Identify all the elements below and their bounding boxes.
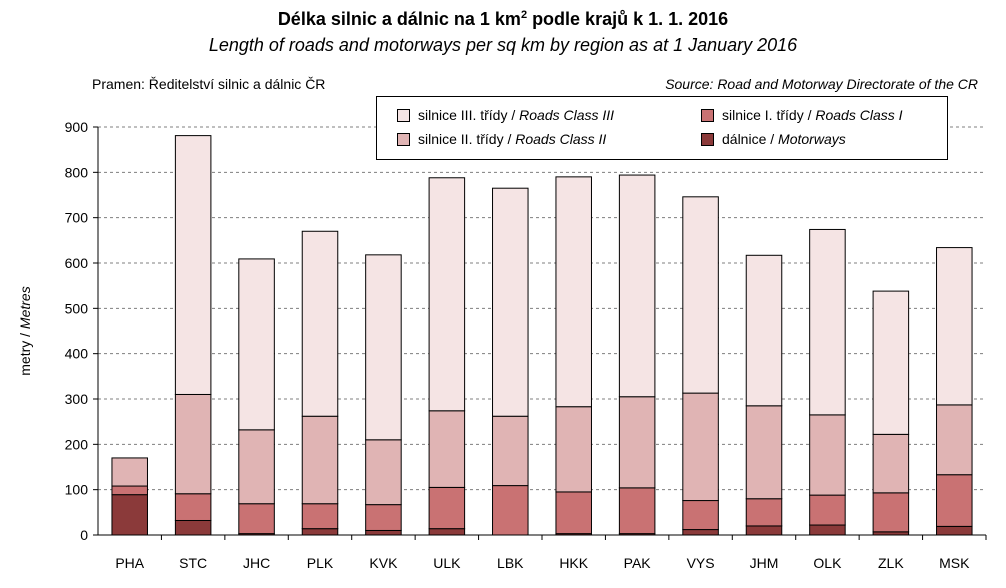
bar-JHM-series-1 [745,498,783,527]
bar-LBK-series-1 [492,485,529,536]
bar-PHA-series-1 [111,485,148,496]
bar-OLK-series-0 [809,524,846,536]
bar-HKK-series-3 [555,176,592,408]
bar-STC-series-3 [174,135,212,395]
bar-PLK-series-2 [301,415,339,505]
y-tick-label-400: 400 [65,346,89,362]
bar-LBK-series-3 [492,187,529,417]
chart-title: Délka silnic a dálnic na 1 km2 podle kra… [277,9,729,29]
y-tick-label-500: 500 [65,300,89,316]
x-tick-label-STC: STC [179,555,207,571]
y-tick-label-300: 300 [65,391,89,407]
bar-PHA-series-2 [111,457,148,487]
bar-OLK-series-3 [809,228,846,416]
bar-MSK-series-0 [936,525,973,536]
source-en: Source: Road and Motorway Directorate of… [665,76,978,92]
y-tick-label-0: 0 [80,527,88,543]
bar-KVK-series-3 [365,254,402,441]
bar-STC-series-0 [174,519,212,536]
bar-ULK-series-2 [428,410,466,488]
x-tick-label-KVK: KVK [369,555,398,571]
x-tick-label-OLK: OLK [813,555,842,571]
legend-label-class1-en: Roads Class I [815,107,903,123]
x-tick-label-JHC: JHC [243,555,270,571]
bar-OLK-series-2 [809,414,846,496]
bar-JHC-series-1 [238,503,275,535]
bar-PAK-series-2 [618,396,656,489]
bar-MSK-series-3 [936,247,973,406]
bar-ULK-series-1 [428,486,466,530]
bar-KVK-series-1 [365,504,402,531]
bar-ULK-series-3 [428,177,466,412]
x-tick-label-PLK: PLK [307,555,334,571]
legend-item-class3: silnice III. třídy / Roads Class III [397,107,614,123]
y-tick-label-800: 800 [65,164,89,180]
legend-swatch-class2 [397,132,410,146]
bar-ZLK-series-3 [872,290,910,435]
bar-MSK-series-2 [936,404,973,476]
bar-OLK-series-1 [809,494,846,526]
legend-label-class1-cz: silnice I. třídy / [722,107,812,123]
x-tick-label-VYS: VYS [687,555,715,571]
legend-label-class3-en: Roads Class III [519,107,615,123]
x-tick-label-HKK: HKK [559,555,588,571]
bar-PLK-series-1 [301,503,339,530]
source-cz: Pramen: Ředitelství silnic a dálnic ČR [92,76,326,92]
bar-HKK-series-1 [555,491,592,535]
x-tick-label-MSK: MSK [939,555,970,571]
y-tick-label-700: 700 [65,210,89,226]
bar-PAK-series-1 [618,487,656,535]
legend-label-class3-cz: silnice III. třídy / [418,107,516,123]
chart-subtitle: Length of roads and motorways per sq km … [208,35,798,55]
legend: silnice III. třídy / Roads Class III sil… [376,96,948,160]
bar-STC-series-2 [174,393,212,495]
bar-HKK-series-2 [555,406,592,493]
bar-ULK-series-0 [428,528,466,536]
x-tick-label-ZLK: ZLK [878,555,904,571]
bar-ZLK-series-1 [872,492,910,533]
x-tick-label-PHA: PHA [115,555,144,571]
bar-VYS-series-1 [682,500,719,531]
bar-JHM-series-0 [745,525,783,536]
bar-PAK-series-3 [618,174,656,398]
legend-swatch-motorways [701,132,714,146]
legend-item-class2: silnice II. třídy / Roads Class II [397,131,606,147]
bar-KVK-series-2 [365,439,402,506]
legend-swatch-class1 [701,108,714,122]
bar-PLK-series-3 [301,230,339,417]
y-axis-label: metry / Metres [17,286,33,375]
y-tick-label-100: 100 [65,482,89,498]
bar-JHC-series-3 [238,258,275,431]
legend-label-class2-cz: silnice II. třídy / [418,131,512,147]
bar-KVK-series-0 [365,529,402,536]
x-tick-label-JHM: JHM [750,555,779,571]
bar-JHC-series-2 [238,429,275,505]
bar-MSK-series-1 [936,474,973,527]
legend-label-motorways-cz: dálnice / [722,131,775,147]
y-tick-label-200: 200 [65,436,89,452]
y-tick-label-900: 900 [65,119,89,135]
x-tick-label-ULK: ULK [433,555,461,571]
bar-JHM-series-2 [745,405,783,500]
legend-item-motorways: dálnice / Motorways [701,131,846,147]
y-tick-label-600: 600 [65,255,89,271]
bar-STC-series-1 [174,493,212,521]
bar-JHM-series-3 [745,254,783,407]
x-tick-label-LBK: LBK [497,555,524,571]
bar-ZLK-series-2 [872,433,910,494]
legend-swatch-class3 [397,108,410,122]
legend-label-class2-en: Roads Class II [515,131,607,147]
bar-PHA-series-0 [111,494,148,536]
x-tick-label-PAK: PAK [624,555,652,571]
bar-PLK-series-0 [301,528,339,536]
legend-label-motorways-en: Motorways [778,131,846,147]
bar-LBK-series-2 [492,415,529,487]
legend-item-class1: silnice I. třídy / Roads Class I [701,107,903,123]
bar-VYS-series-0 [682,529,719,536]
bar-VYS-series-2 [682,392,719,502]
bar-VYS-series-3 [682,196,719,394]
